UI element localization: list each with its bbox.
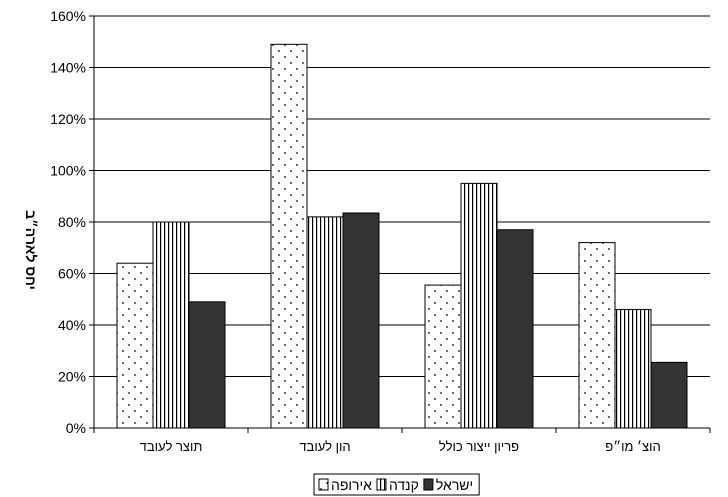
bar	[116, 262, 154, 429]
bar	[342, 212, 380, 429]
y-tick-label: 20%	[58, 369, 86, 385]
y-axis-ticks: 0% 20% 40% 60% 80% 100% 120% 140% 160%	[50, 8, 94, 436]
bar	[188, 301, 226, 429]
bar	[270, 43, 308, 429]
bar	[306, 216, 344, 429]
y-tick-label: 0%	[66, 420, 86, 436]
legend-swatch	[376, 478, 387, 491]
bar	[460, 182, 498, 429]
bar	[650, 361, 688, 429]
x-axis-ticks: תוצר לעובד הון לעובד פריון ייצור כולל הוצ׳ …	[93, 428, 711, 454]
x-tick-label: פריון ייצור כולל	[439, 439, 519, 454]
bar	[496, 229, 534, 429]
bar	[614, 309, 652, 429]
y-axis-label: יחס לארה״ב	[23, 210, 39, 290]
bar	[152, 221, 190, 429]
bars	[116, 43, 688, 429]
y-tick-label: 40%	[58, 317, 86, 333]
y-tick-label: 60%	[58, 266, 86, 282]
y-tick-label: 160%	[50, 8, 86, 24]
x-tick-label: הוצ׳ מו״פ	[605, 439, 660, 454]
y-tick-label: 120%	[50, 111, 86, 127]
x-tick-label: הון לעובד	[299, 439, 350, 454]
legend-box	[313, 473, 480, 496]
y-tick-label: 80%	[58, 214, 86, 230]
legend: אירופה קנדה ישראל	[313, 473, 480, 496]
legend-swatch	[318, 478, 329, 491]
y-tick-label: 140%	[50, 60, 86, 76]
bar	[424, 284, 462, 429]
bar	[578, 242, 616, 429]
legend-label: ישראל	[436, 477, 473, 493]
y-tick-label: 100%	[50, 163, 86, 179]
x-tick-label: תוצר לעובד	[140, 439, 203, 454]
legend-label: אירופה	[331, 477, 372, 493]
legend-swatch	[423, 478, 434, 491]
legend-label: קנדה	[389, 477, 419, 493]
